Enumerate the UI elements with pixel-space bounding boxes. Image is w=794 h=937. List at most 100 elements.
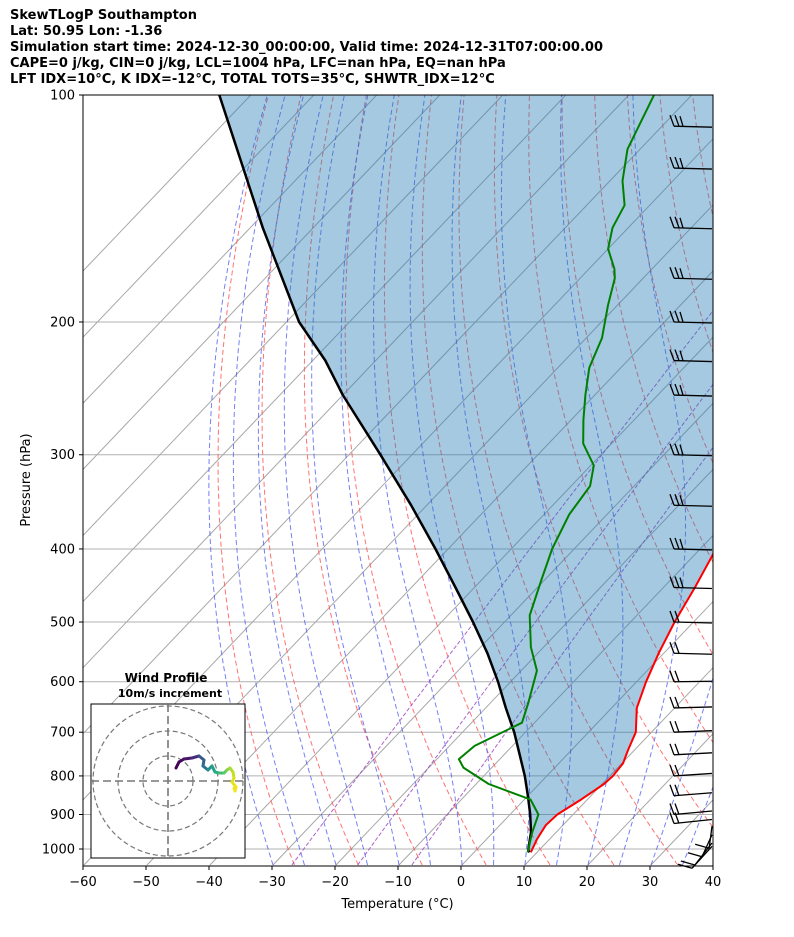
wind-barb bbox=[669, 310, 713, 324]
isotherm-gridline bbox=[335, 468, 713, 866]
isotherm-gridline bbox=[524, 666, 713, 866]
wind-barb bbox=[669, 803, 713, 816]
moist-adiabat bbox=[500, 95, 573, 866]
cin-shading bbox=[219, 95, 713, 853]
dry-adiabat bbox=[725, 95, 794, 865]
isotherm-gridline bbox=[83, 95, 378, 404]
moist-adiabat bbox=[560, 95, 624, 866]
location-line: Lat: 50.95 Lon: -1.36 bbox=[10, 24, 163, 39]
inset-subtitle: 10m/s increment bbox=[118, 687, 222, 700]
x-tick-label: 10 bbox=[516, 875, 533, 890]
x-axis-label: Temperature (°C) bbox=[340, 897, 453, 912]
dry-adiabat bbox=[528, 95, 713, 744]
wind-barb bbox=[669, 743, 713, 756]
wind-barb bbox=[669, 670, 713, 683]
wind-barb bbox=[669, 537, 713, 551]
isotherm-gridline bbox=[587, 733, 713, 866]
wind-barb bbox=[669, 443, 713, 457]
parcel-profile-line bbox=[218, 95, 533, 853]
index-line: LFT IDX=10°C, K IDX=-12°C, TOTAL TOTS=35… bbox=[10, 72, 495, 87]
dry-adiabat bbox=[594, 95, 713, 564]
wind-barb bbox=[669, 784, 713, 797]
dry-adiabat bbox=[261, 95, 359, 866]
y-tick-label: 300 bbox=[50, 448, 75, 463]
moist-adiabat bbox=[232, 95, 305, 866]
moist-adiabat bbox=[409, 95, 495, 866]
x-tick-label: 20 bbox=[579, 875, 596, 890]
x-tick-label: −30 bbox=[258, 875, 285, 890]
isotherm-gridline bbox=[714, 95, 794, 865]
isotherm-gridline bbox=[461, 600, 713, 866]
wind-barb bbox=[669, 576, 713, 590]
dry-adiabat bbox=[421, 95, 615, 866]
isotherm-gridline bbox=[83, 95, 504, 537]
wind-barb bbox=[694, 826, 713, 849]
moist-adiabat bbox=[311, 95, 400, 866]
y-tick-label: 500 bbox=[50, 616, 75, 631]
wind-profile-inset: Wind Profile 10m/s increment bbox=[90, 671, 246, 859]
y-tick-label: 600 bbox=[50, 675, 75, 690]
moist-adiabat bbox=[373, 95, 463, 866]
isotherm-gridline bbox=[398, 534, 713, 866]
x-tick-label: −40 bbox=[195, 875, 222, 890]
mixing-ratio-line bbox=[357, 383, 713, 866]
y-tick-label: 200 bbox=[50, 315, 75, 330]
wind-barb bbox=[669, 216, 713, 230]
isotherm-gridline bbox=[146, 270, 713, 866]
dry-adiabat bbox=[217, 95, 295, 866]
y-tick-label: 100 bbox=[50, 89, 75, 104]
cape-line: CAPE=0 j/kg, CIN=0 j/kg, LCL=1004 hPa, L… bbox=[10, 56, 506, 71]
x-tick-label: −60 bbox=[69, 875, 96, 890]
wind-barb bbox=[669, 696, 713, 709]
wind-barb bbox=[669, 764, 713, 777]
y-tick-label: 400 bbox=[50, 542, 75, 557]
wind-barb bbox=[669, 720, 713, 733]
dry-adiabat bbox=[458, 95, 679, 866]
isotherm-gridline bbox=[209, 336, 713, 866]
mixing-ratio-line bbox=[291, 309, 713, 866]
isotherm-gridline bbox=[83, 95, 567, 603]
x-tick-label: −20 bbox=[321, 875, 348, 890]
x-tick-label: 40 bbox=[705, 875, 722, 890]
y-tick-label: 800 bbox=[50, 769, 75, 784]
wind-barb bbox=[669, 383, 713, 397]
dry-adiabat bbox=[383, 95, 551, 866]
moist-adiabat bbox=[283, 95, 368, 866]
chart-title: SkewTLogP Southampton bbox=[10, 8, 197, 23]
moist-adiabat bbox=[714, 95, 794, 865]
isotherm-gridline bbox=[272, 402, 713, 866]
x-tick-label: −10 bbox=[384, 875, 411, 890]
moist-adiabat bbox=[451, 95, 531, 866]
moist-adiabat bbox=[619, 95, 686, 866]
inset-title: Wind Profile bbox=[125, 671, 208, 685]
moist-adiabat bbox=[257, 95, 337, 866]
y-tick-label: 1000 bbox=[42, 843, 75, 858]
isotherm-gridline bbox=[83, 95, 441, 471]
x-tick-label: 30 bbox=[642, 875, 659, 890]
isotherm-gridline bbox=[83, 95, 252, 272]
dewpoint-line bbox=[457, 95, 655, 853]
wind-barb bbox=[669, 610, 713, 624]
y-axis-label: Pressure (hPa) bbox=[19, 433, 34, 526]
y-tick-label: 700 bbox=[50, 726, 75, 741]
dry-adiabat bbox=[791, 95, 794, 865]
moist-adiabat bbox=[650, 676, 713, 866]
dry-adiabat bbox=[344, 95, 487, 866]
mixing-ratio-line bbox=[411, 446, 713, 866]
x-tick-label: −50 bbox=[132, 875, 159, 890]
hodograph-segment bbox=[232, 786, 237, 793]
wind-barb bbox=[669, 494, 713, 507]
y-tick-label: 900 bbox=[50, 808, 75, 823]
wind-barb bbox=[669, 114, 713, 128]
wind-barb bbox=[669, 267, 713, 280]
isotherm-gridline bbox=[83, 95, 315, 338]
dry-adiabat bbox=[758, 95, 794, 865]
wind-barb bbox=[669, 349, 713, 363]
isotherm-gridline bbox=[83, 95, 693, 735]
isotherm-gridline bbox=[83, 95, 630, 669]
wind-barb bbox=[669, 156, 713, 170]
isotherm-gridline bbox=[777, 95, 794, 865]
moist-adiabat bbox=[208, 95, 274, 866]
wind-barb bbox=[669, 642, 713, 655]
